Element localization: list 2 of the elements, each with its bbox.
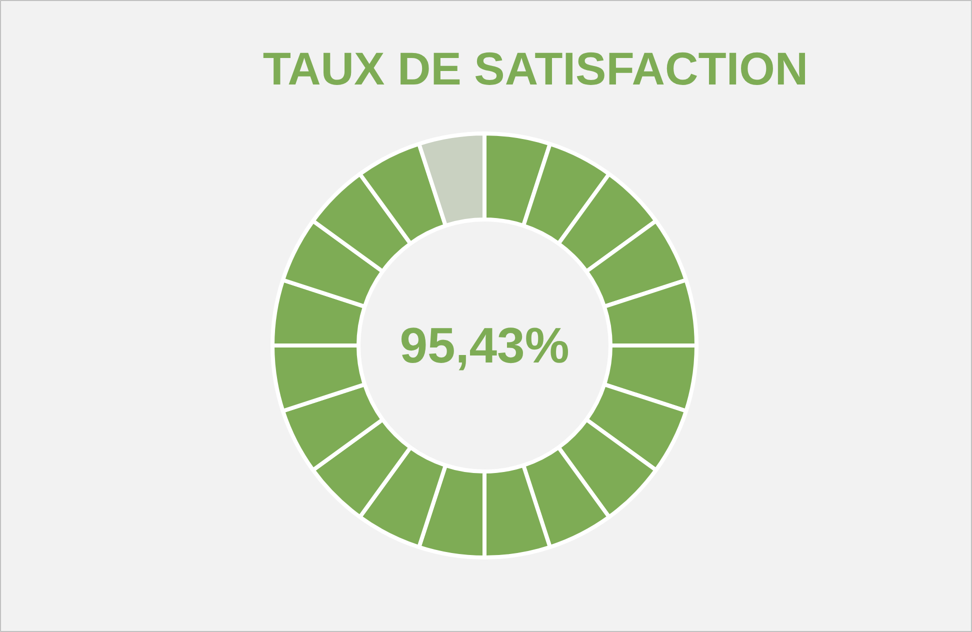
chart-title: TAUX DE SATISFACTION xyxy=(262,42,808,94)
text: 95,43% xyxy=(400,318,570,374)
